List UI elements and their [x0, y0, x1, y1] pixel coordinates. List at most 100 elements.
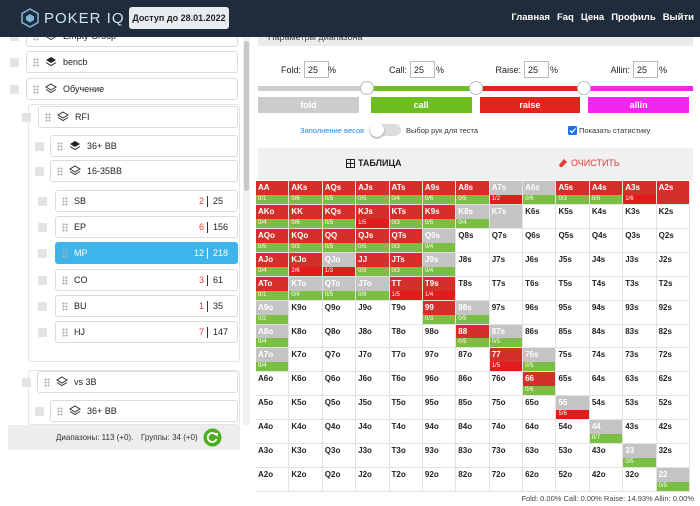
- hand-cell[interactable]: AKo 0/4: [256, 204, 290, 229]
- hand-cell[interactable]: 62s: [656, 372, 690, 397]
- hand-cell[interactable]: AQs 0/5: [322, 181, 357, 205]
- nav-link[interactable]: Главная: [511, 12, 550, 23]
- hand-cell[interactable]: KTs 0/3: [389, 204, 423, 229]
- toggle[interactable]: [370, 123, 401, 137]
- tree-item[interactable]: RFI: [38, 106, 238, 128]
- hand-cell[interactable]: T2o: [389, 468, 423, 492]
- tree-item[interactable]: 16-35BB: [50, 160, 238, 182]
- hand-cell[interactable]: QJo 1/3: [322, 252, 357, 277]
- scrollbar[interactable]: [243, 37, 250, 425]
- hand-cell[interactable]: T5s: [556, 276, 590, 301]
- hand-cell[interactable]: K6s: [523, 204, 557, 229]
- hand-cell[interactable]: 65o: [523, 396, 557, 421]
- slider-knob[interactable]: [577, 81, 592, 95]
- param-input[interactable]: 25: [304, 61, 329, 78]
- hand-cell[interactable]: K9o: [289, 300, 323, 325]
- hand-cell[interactable]: A2s: [656, 181, 690, 205]
- hand-cell[interactable]: KTo 0/4: [289, 276, 323, 301]
- hand-cell[interactable]: 96o: [422, 372, 457, 397]
- checkbox[interactable]: [38, 276, 47, 285]
- hand-cell[interactable]: 32o: [623, 468, 657, 492]
- hand-cell[interactable]: K7o: [289, 348, 323, 373]
- tree-item[interactable]: EP 6 156: [55, 216, 238, 238]
- tree-item[interactable]: MP 12 218: [55, 242, 238, 264]
- hand-cell[interactable]: QTo 0/5: [322, 276, 357, 301]
- hand-cell[interactable]: A7o 0/4: [256, 348, 290, 373]
- stats-checkbox[interactable]: [568, 126, 577, 135]
- hand-cell[interactable]: A5s 0/3: [556, 181, 590, 205]
- hand-cell[interactable]: T9o: [389, 300, 423, 325]
- tree-item[interactable]: BU 1 35: [55, 295, 238, 317]
- hand-cell[interactable]: 85o: [456, 396, 490, 421]
- hand-cell[interactable]: JJ 0/3: [356, 252, 390, 277]
- hand-cell[interactable]: AKs 0/6: [289, 181, 323, 205]
- hand-cell[interactable]: AQo 0/5: [256, 228, 290, 253]
- action-button[interactable]: raise: [479, 97, 581, 113]
- hand-cell[interactable]: T4s: [589, 276, 624, 301]
- hand-cell[interactable]: K8o: [289, 324, 323, 349]
- hand-cell[interactable]: Q8o: [322, 324, 357, 349]
- hand-cell[interactable]: ATs 0/4: [389, 181, 423, 205]
- tree-item[interactable]: CO 3 61: [55, 269, 238, 291]
- hand-cell[interactable]: J3s: [623, 252, 657, 277]
- hand-cell[interactable]: A6s 0/6: [523, 181, 557, 205]
- nav-link[interactable]: Выйти: [662, 12, 694, 23]
- hand-cell[interactable]: J6s: [523, 252, 557, 277]
- hand-cell[interactable]: A3o: [256, 444, 290, 469]
- hand-cell[interactable]: 84o: [456, 420, 490, 445]
- hand-cell[interactable]: J7s: [489, 252, 524, 277]
- hand-cell[interactable]: Q7o: [322, 348, 357, 373]
- nav-link[interactable]: Профиль: [611, 12, 656, 23]
- hand-cell[interactable]: 82s: [656, 324, 690, 349]
- hand-cell[interactable]: T2s: [656, 276, 690, 301]
- hand-cell[interactable]: 75o: [489, 396, 524, 421]
- hand-cell[interactable]: T7s: [489, 276, 524, 301]
- hand-cell[interactable]: 63o: [523, 444, 557, 469]
- hand-cell[interactable]: Q4s: [589, 228, 624, 253]
- toggle-knob[interactable]: [370, 123, 384, 137]
- hand-cell[interactable]: K2o: [289, 468, 323, 492]
- hand-cell[interactable]: K9s 0/5: [422, 204, 457, 229]
- hand-cell[interactable]: K6o: [289, 372, 323, 397]
- hand-cell[interactable]: 66 0/6: [523, 372, 557, 397]
- hand-cell[interactable]: 87o: [456, 348, 490, 373]
- hand-cell[interactable]: A6o: [256, 372, 290, 397]
- checkbox[interactable]: [35, 142, 44, 151]
- hand-cell[interactable]: TT 1/5: [389, 276, 423, 301]
- hand-cell[interactable]: Q4o: [322, 420, 357, 445]
- hand-cell[interactable]: 86s: [523, 324, 557, 349]
- hand-cell[interactable]: J7o: [356, 348, 390, 373]
- hand-cell[interactable]: AJs 0/5: [356, 181, 390, 205]
- hand-cell[interactable]: JTo 0/9: [356, 276, 390, 301]
- hand-cell[interactable]: Q6o: [322, 372, 357, 397]
- hand-cell[interactable]: 32s: [656, 444, 690, 469]
- hand-cell[interactable]: Q2o: [322, 468, 357, 492]
- action-button[interactable]: allin: [588, 97, 689, 113]
- hand-cell[interactable]: 85s: [556, 324, 590, 349]
- hand-cell[interactable]: 44 0/7: [589, 420, 624, 445]
- hand-cell[interactable]: 77 1/5: [489, 348, 524, 373]
- hand-cell[interactable]: A8o 0/4: [256, 324, 290, 349]
- hand-cell[interactable]: 76s 0/5: [523, 348, 557, 373]
- hand-cell[interactable]: 74s: [589, 348, 624, 373]
- hand-cell[interactable]: AA 0/1: [256, 181, 290, 205]
- hand-cell[interactable]: Q5o: [322, 396, 357, 421]
- hand-cell[interactable]: 74o: [489, 420, 524, 445]
- hand-cell[interactable]: 65s: [556, 372, 590, 397]
- hand-cell[interactable]: K3s: [623, 204, 657, 229]
- tree-item[interactable]: SB 2 25: [55, 190, 238, 212]
- hand-cell[interactable]: KQs 0/5: [322, 204, 357, 229]
- tree-item[interactable]: bencb: [26, 51, 238, 73]
- hand-cell[interactable]: T9s 1/4: [422, 276, 457, 301]
- hand-cell[interactable]: A5o: [256, 396, 290, 421]
- hand-cell[interactable]: 52o: [556, 468, 590, 492]
- hand-cell[interactable]: T3o: [389, 444, 423, 469]
- hand-cell[interactable]: 93o: [422, 444, 457, 469]
- checkbox[interactable]: [35, 407, 44, 416]
- hand-cell[interactable]: 54s: [589, 396, 624, 421]
- checkbox[interactable]: [10, 58, 19, 67]
- hand-cell[interactable]: 22 0/5: [656, 468, 690, 492]
- table-tab[interactable]: ТАБЛИЦА: [358, 158, 402, 168]
- logo[interactable]: POKER IQ: [44, 10, 125, 27]
- hand-cell[interactable]: T8o: [389, 324, 423, 349]
